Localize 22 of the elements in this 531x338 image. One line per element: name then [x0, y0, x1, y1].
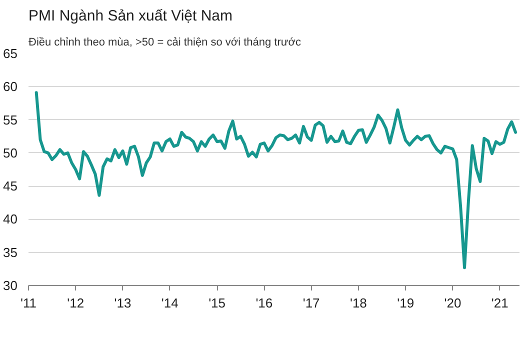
- y-tick-label: 50: [3, 145, 18, 160]
- chart-subtitle: Điều chỉnh theo mùa, >50 = cải thiện so với tháng trước: [28, 36, 302, 48]
- x-tick-label: '21: [491, 296, 508, 310]
- y-tick-label: 30: [3, 278, 18, 293]
- x-tick-label: '18: [350, 296, 367, 310]
- y-tick-label: 60: [3, 79, 18, 94]
- x-tick-label: '20: [444, 296, 462, 310]
- y-tick-label: 65: [3, 46, 18, 61]
- y-tick-label: 35: [3, 244, 18, 260]
- x-tick-label: '17: [302, 296, 320, 310]
- x-tick-label: '16: [256, 296, 273, 310]
- x-tick-label: '15: [208, 296, 226, 310]
- x-tick-label: '19: [397, 296, 414, 310]
- x-tick-label: '11: [20, 296, 36, 310]
- y-tick-label: 55: [3, 112, 18, 128]
- x-tick-label: '12: [67, 296, 84, 310]
- line-series: [34, 91, 518, 270]
- x-tick-label: '14: [161, 296, 178, 310]
- y-tick-label: 45: [3, 178, 18, 194]
- y-tick-label: 40: [3, 212, 18, 227]
- chart-title: PMI Ngành Sản xuất Việt Nam: [28, 8, 232, 24]
- x-tick-label: '13: [114, 296, 132, 310]
